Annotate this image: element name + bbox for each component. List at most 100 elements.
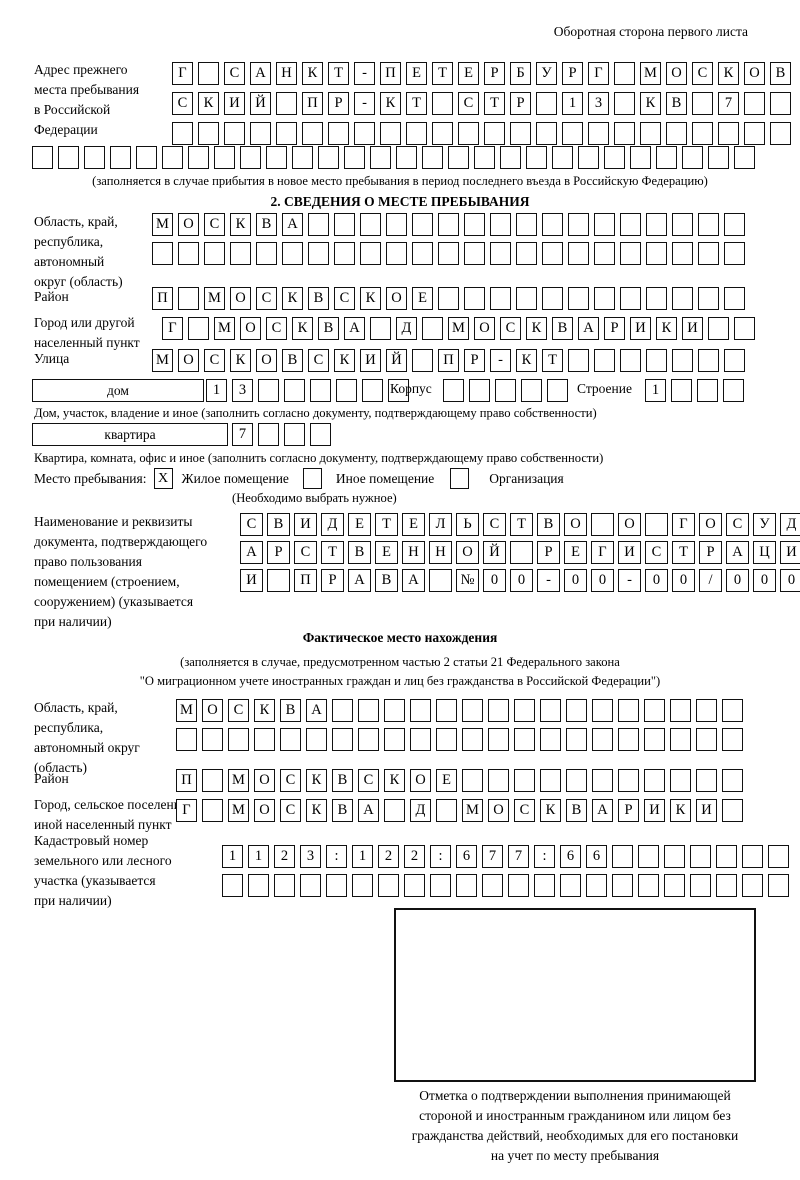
comb-cell[interactable]: Р	[562, 62, 583, 85]
comb-cell[interactable]: 3	[232, 379, 253, 402]
stroenie-cells[interactable]: 1	[645, 379, 744, 402]
comb-cell[interactable]	[768, 845, 789, 868]
comb-cell[interactable]	[618, 769, 639, 792]
comb-cell[interactable]: Р	[267, 541, 290, 564]
comb-cell[interactable]: -	[354, 92, 375, 115]
comb-cell[interactable]	[514, 699, 535, 722]
comb-cell[interactable]	[276, 122, 297, 145]
comb-cell[interactable]	[508, 874, 529, 897]
comb-cell[interactable]	[422, 146, 443, 169]
comb-cell[interactable]: М	[152, 213, 173, 236]
comb-cell[interactable]	[378, 874, 399, 897]
comb-cell[interactable]: Р	[510, 92, 531, 115]
comb-cell[interactable]	[488, 699, 509, 722]
comb-cell[interactable]: Й	[386, 349, 407, 372]
comb-cell[interactable]	[384, 699, 405, 722]
comb-cell[interactable]: 7	[718, 92, 739, 115]
comb-cell[interactable]	[547, 379, 568, 402]
comb-cell[interactable]	[592, 728, 613, 751]
comb-cell[interactable]: М	[448, 317, 469, 340]
comb-cell[interactable]	[224, 122, 245, 145]
comb-cell[interactable]	[586, 874, 607, 897]
comb-cell[interactable]	[332, 728, 353, 751]
comb-cell[interactable]	[534, 874, 555, 897]
comb-cell[interactable]: Т	[406, 92, 427, 115]
comb-cell[interactable]: 0	[591, 569, 614, 592]
comb-cell[interactable]	[306, 728, 327, 751]
comb-cell[interactable]	[344, 146, 365, 169]
comb-cell[interactable]: Р	[484, 62, 505, 85]
comb-cell[interactable]	[696, 728, 717, 751]
comb-cell[interactable]: Р	[699, 541, 722, 564]
comb-cell[interactable]	[214, 146, 235, 169]
comb-cell[interactable]: А	[240, 541, 263, 564]
comb-cell[interactable]	[370, 317, 391, 340]
comb-cell[interactable]: В	[256, 213, 277, 236]
comb-cell[interactable]	[488, 728, 509, 751]
comb-cell[interactable]: В	[280, 699, 301, 722]
comb-cell[interactable]: О	[202, 699, 223, 722]
comb-cell[interactable]	[482, 874, 503, 897]
checkbox-zhiloe[interactable]: X	[153, 468, 173, 489]
comb-cell[interactable]	[646, 287, 667, 310]
comb-cell[interactable]: К	[198, 92, 219, 115]
comb-cell[interactable]	[516, 287, 537, 310]
comb-cell[interactable]: Т	[672, 541, 695, 564]
comb-cell[interactable]	[638, 845, 659, 868]
comb-cell[interactable]	[716, 845, 737, 868]
comb-cell[interactable]	[645, 513, 668, 536]
comb-cell[interactable]	[614, 92, 635, 115]
comb-cell[interactable]: Й	[250, 92, 271, 115]
comb-cell[interactable]	[500, 146, 521, 169]
comb-cell[interactable]: П	[438, 349, 459, 372]
comb-cell[interactable]	[202, 728, 223, 751]
comb-cell[interactable]	[228, 728, 249, 751]
comb-cell[interactable]: В	[770, 62, 791, 85]
comb-cell[interactable]: 0	[672, 569, 695, 592]
comb-cell[interactable]	[334, 242, 355, 265]
comb-cell[interactable]	[708, 146, 729, 169]
comb-cell[interactable]	[770, 92, 791, 115]
comb-cell[interactable]	[204, 242, 225, 265]
comb-cell[interactable]	[495, 379, 516, 402]
comb-cell[interactable]: :	[534, 845, 555, 868]
comb-cell[interactable]	[172, 122, 193, 145]
comb-cell[interactable]	[412, 213, 433, 236]
comb-cell[interactable]	[698, 287, 719, 310]
comb-cell[interactable]	[488, 769, 509, 792]
comb-cell[interactable]	[516, 242, 537, 265]
comb-cell[interactable]	[188, 146, 209, 169]
comb-cell[interactable]	[744, 122, 765, 145]
comb-cell[interactable]	[152, 242, 173, 265]
comb-cell[interactable]	[566, 728, 587, 751]
comb-cell[interactable]	[380, 122, 401, 145]
comb-cell[interactable]: Е	[402, 513, 425, 536]
comb-cell[interactable]	[646, 242, 667, 265]
comb-cell[interactable]: Г	[172, 62, 193, 85]
comb-cell[interactable]	[604, 146, 625, 169]
comb-cell[interactable]	[672, 287, 693, 310]
comb-cell[interactable]	[722, 728, 743, 751]
comb-cell[interactable]	[594, 242, 615, 265]
comb-cell[interactable]: Т	[484, 92, 505, 115]
comb-cell[interactable]	[84, 146, 105, 169]
comb-cell[interactable]	[644, 728, 665, 751]
comb-cell[interactable]	[540, 699, 561, 722]
comb-cell[interactable]: О	[386, 287, 407, 310]
comb-cell[interactable]	[514, 728, 535, 751]
comb-cell[interactable]: 0	[780, 569, 800, 592]
comb-cell[interactable]	[723, 379, 744, 402]
comb-cell[interactable]	[443, 379, 464, 402]
comb-cell[interactable]: А	[250, 62, 271, 85]
comb-cell[interactable]	[744, 92, 765, 115]
comb-cell[interactable]: О	[256, 349, 277, 372]
comb-cell[interactable]: 2	[378, 845, 399, 868]
comb-cell[interactable]: Н	[276, 62, 297, 85]
comb-cell[interactable]: В	[552, 317, 573, 340]
comb-cell[interactable]	[280, 728, 301, 751]
comb-cell[interactable]: К	[540, 799, 561, 822]
comb-cell[interactable]: П	[176, 769, 197, 792]
